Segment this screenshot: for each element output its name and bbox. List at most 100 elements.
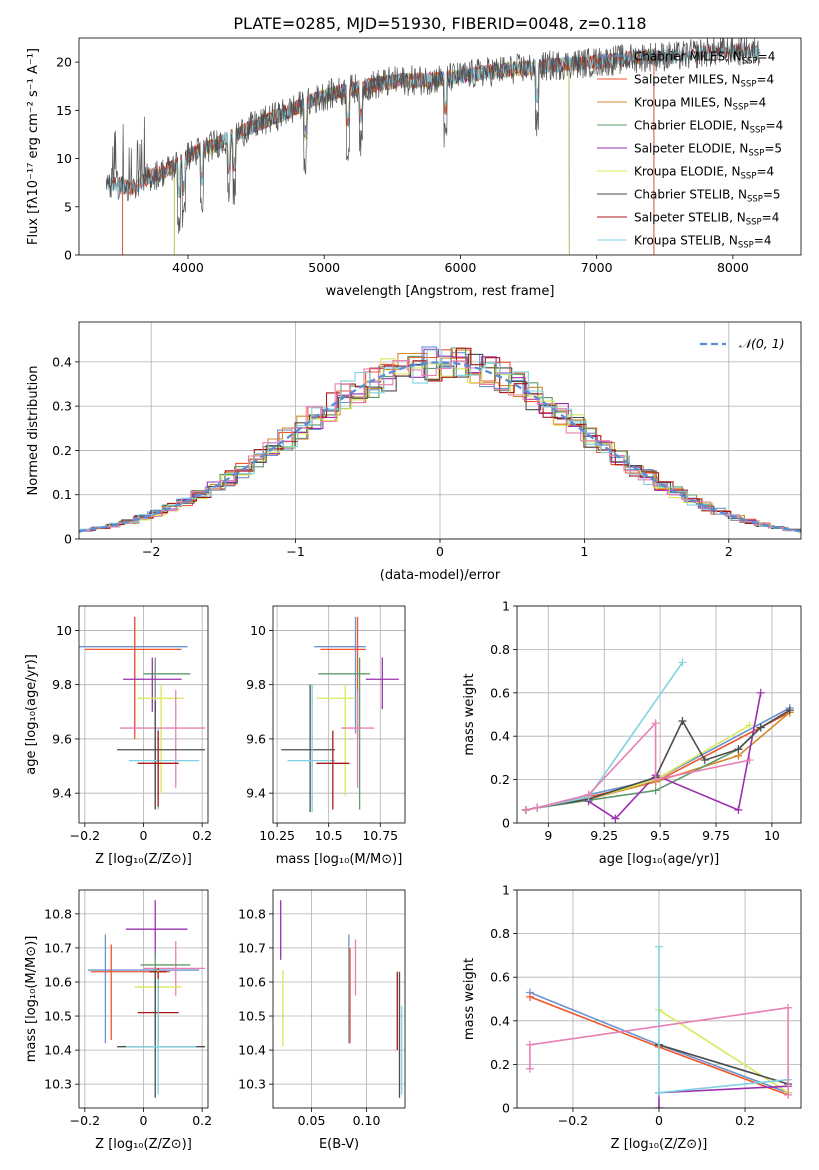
axes-frame [272, 889, 406, 1109]
legend-label: Chabrier ELODIE, NSSP=4 [634, 119, 783, 136]
y-tick-label: 10.4 [44, 1043, 72, 1058]
y-tick-label: 10.5 [44, 1009, 72, 1024]
y-tick-label: 10.7 [238, 940, 266, 955]
weight-marker [584, 790, 593, 799]
y-tick-label: 0.4 [490, 1013, 510, 1028]
x-axis-label: Z [log₁₀(Z/Z⊙)] [611, 1137, 708, 1152]
weight-marker [651, 719, 660, 728]
plot-area [521, 658, 794, 823]
x-tick-label: 0.10 [353, 1113, 381, 1128]
weight-marker [756, 688, 765, 697]
figure-title: PLATE=0285, MJD=51930, FIBERID=0048, z=0… [233, 14, 646, 33]
spectrum-legend: Chabrier MILES, NSSP=4 Salpeter MILES, NS… [597, 50, 783, 251]
y-tick-label: 1 [502, 599, 510, 614]
y-tick-label: 0.2 [490, 772, 510, 787]
x-tick-label: 7000 [581, 260, 613, 275]
y-tick-label: 9.6 [52, 731, 72, 746]
weight-marker [655, 1104, 663, 1108]
weight-marker [756, 723, 765, 732]
y-tick-label: 1 [502, 883, 510, 898]
y-tick-label: 0 [502, 1101, 510, 1116]
y-axis-label: Flux [fλ10⁻¹⁷ erg cm⁻² s⁻¹ A⁻¹] [26, 48, 41, 245]
weight-line [525, 711, 791, 811]
y-tick-label: 15 [56, 103, 72, 118]
chart-z-mass: −0.2 0 0.2 10.3 10.4 10.5 10.6 10.7 10.8 Z [log₁₀… [24, 889, 212, 1152]
x-tick-label: 9.25 [590, 828, 618, 843]
weight-marker [655, 1088, 663, 1097]
x-tick-label: 0.05 [298, 1113, 326, 1128]
y-axis-label: Normed distribution [26, 366, 41, 496]
chart-age-weight: 9 9.25 9.5 9.75 10 0 0.2 0.4 0.6 0.8 1 age [log₁₀(a… [462, 599, 802, 867]
x-tick-label: −0.2 [70, 1113, 100, 1128]
y-tick-label: 9.8 [246, 677, 266, 692]
y-tick-label: 10 [56, 151, 72, 166]
x-tick-label: 0.2 [735, 1113, 755, 1128]
weight-marker [734, 745, 743, 754]
x-tick-label: 10.75 [362, 828, 398, 843]
x-axis-label: Z [log₁₀(Z/Z⊙)] [95, 1137, 192, 1152]
x-axis-label: (data-model)/error [380, 568, 501, 583]
y-tick-label: 0.2 [52, 443, 72, 458]
y-tick-label: 9.4 [52, 786, 72, 801]
weight-line [658, 1085, 789, 1108]
x-tick-label: 0.2 [192, 1113, 212, 1128]
x-tick-label: 10.5 [315, 828, 343, 843]
x-tick-label: 0.2 [192, 828, 212, 843]
x-tick-label: −0.2 [558, 1113, 588, 1128]
y-axis-label: age [log₁₀(age/yr)] [24, 654, 39, 775]
y-axis-label: mass weight [462, 958, 477, 1040]
x-tick-label: −1 [286, 544, 304, 559]
weight-marker [651, 786, 660, 795]
weight-marker [745, 756, 754, 765]
weight-marker [525, 1064, 534, 1073]
y-tick-label: 10.8 [238, 906, 266, 921]
plot-area [280, 900, 403, 1098]
x-tick-label: 0 [436, 544, 444, 559]
weight-line [658, 1044, 789, 1085]
y-tick-label: 10.5 [238, 1009, 266, 1024]
y-tick-label: 0.6 [490, 970, 510, 985]
y-tick-label: 9.4 [246, 786, 266, 801]
plot-area [79, 346, 801, 534]
x-tick-label: 2 [725, 544, 733, 559]
y-tick-label: 10.4 [238, 1043, 266, 1058]
y-tick-label: 10.6 [238, 974, 266, 989]
y-tick-label: 0.3 [52, 399, 72, 414]
x-axis-label: wavelength [Angstrom, rest frame] [326, 284, 555, 299]
x-tick-label: 0 [655, 1113, 663, 1128]
chart-spectrum: 4000 5000 6000 7000 8000 0 5 10 15 20 wavelength [… [26, 37, 802, 299]
normal-curve [79, 361, 801, 533]
chart-residuals: −2 −1 0 1 2 0 0.1 0.2 0.3 0.4 (data-model)/error No… [26, 321, 802, 583]
chart-z-weight: −0.2 0 0.2 0 0.2 0.4 0.6 0.8 1 Z [log₁₀(Z/Z⊙)] mas… [462, 883, 802, 1152]
weight-marker [533, 803, 542, 812]
weight-marker [651, 775, 660, 784]
x-axis-label: E(B-V) [319, 1137, 359, 1152]
legend-label: Kroupa ELODIE, NSSP=4 [634, 165, 774, 182]
weight-marker [734, 805, 743, 814]
weight-marker [525, 992, 534, 1001]
histogram-step [79, 349, 801, 533]
weight-marker [745, 721, 754, 730]
x-tick-label: 10.25 [259, 828, 295, 843]
y-tick-label: 10.6 [44, 974, 72, 989]
weight-marker [700, 756, 709, 765]
y-tick-label: 10.3 [238, 1077, 266, 1092]
y-tick-label: 0.2 [490, 1057, 510, 1072]
x-axis-label: Z [log₁₀(Z/Z⊙)] [95, 852, 192, 867]
y-tick-label: 0.8 [490, 642, 510, 657]
axes-frame [516, 889, 802, 1109]
x-tick-label: 9.5 [650, 828, 670, 843]
plot-area [105, 38, 761, 255]
x-tick-label: −0.2 [70, 828, 100, 843]
histogram-step [79, 358, 801, 533]
y-tick-label: 0 [64, 248, 72, 263]
axes-frame [78, 321, 802, 540]
plot-area [281, 616, 399, 813]
weight-marker [611, 814, 620, 823]
x-axis-label: age [log₁₀(age/yr)] [599, 852, 720, 867]
y-tick-label: 0.8 [490, 926, 510, 941]
legend-label: Chabrier MILES, NSSP=4 [634, 50, 775, 67]
axes-frame [78, 605, 209, 824]
weight-line [525, 711, 791, 811]
legend-label: Salpeter MILES, NSSP=4 [634, 73, 774, 90]
